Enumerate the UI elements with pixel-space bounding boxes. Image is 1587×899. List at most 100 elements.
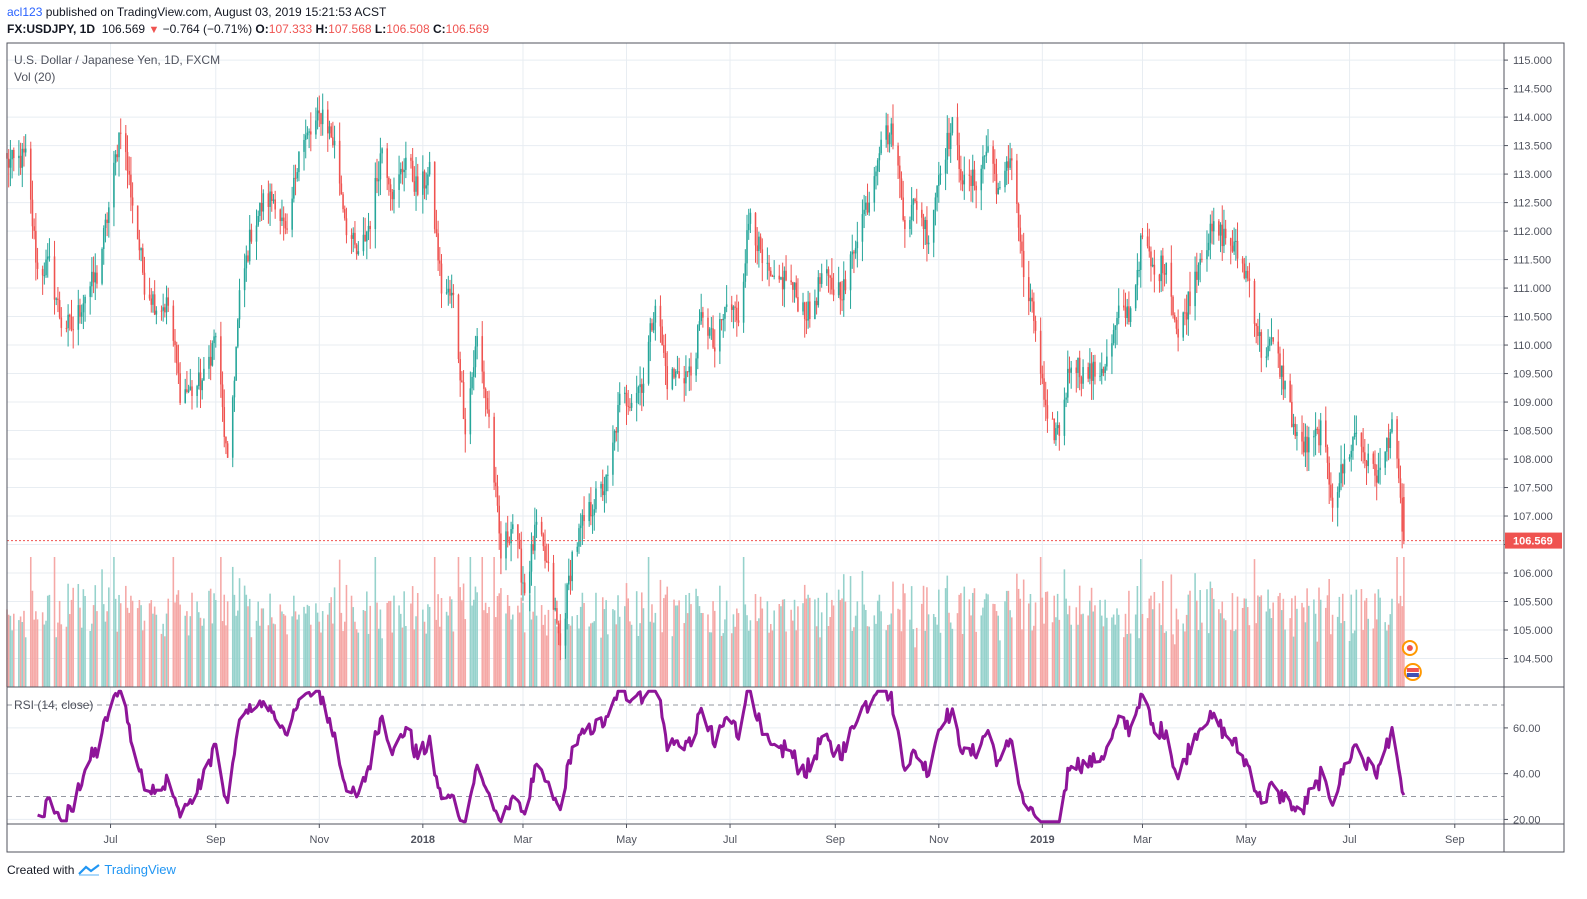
candle[interactable]	[1090, 363, 1093, 381]
candle[interactable]	[827, 269, 830, 276]
candle[interactable]	[1328, 462, 1330, 485]
candle[interactable]	[248, 229, 251, 262]
candle[interactable]	[1255, 323, 1257, 327]
candle[interactable]	[712, 328, 714, 348]
candle[interactable]	[1267, 345, 1269, 357]
candle[interactable]	[1005, 161, 1008, 171]
rsi-pane[interactable]	[7, 689, 1504, 824]
candle[interactable]	[1379, 467, 1381, 470]
candle[interactable]	[1189, 291, 1191, 307]
candle[interactable]	[876, 160, 879, 172]
candle[interactable]	[1236, 240, 1239, 259]
candle[interactable]	[1116, 317, 1118, 326]
candle[interactable]	[345, 218, 348, 236]
candle[interactable]	[532, 544, 534, 551]
candle[interactable]	[1386, 438, 1388, 452]
candle[interactable]	[1033, 301, 1035, 321]
candle[interactable]	[554, 608, 557, 610]
candle[interactable]	[635, 392, 638, 403]
candle[interactable]	[1284, 380, 1286, 390]
candle[interactable]	[1353, 432, 1356, 437]
candle[interactable]	[1126, 306, 1128, 318]
candle[interactable]	[732, 306, 735, 310]
candle[interactable]	[975, 185, 977, 191]
candle[interactable]	[201, 380, 203, 391]
candle[interactable]	[113, 162, 115, 208]
candle[interactable]	[1355, 432, 1358, 434]
candle[interactable]	[284, 221, 287, 229]
candle[interactable]	[887, 125, 889, 145]
candle[interactable]	[625, 392, 628, 406]
candle[interactable]	[505, 531, 507, 559]
candle[interactable]	[663, 345, 665, 353]
candle[interactable]	[724, 306, 726, 319]
candle[interactable]	[695, 358, 697, 376]
candle[interactable]	[825, 269, 828, 274]
candle[interactable]	[968, 174, 971, 176]
candle[interactable]	[829, 275, 831, 278]
candle[interactable]	[179, 373, 181, 403]
candle[interactable]	[802, 302, 804, 312]
candle[interactable]	[186, 389, 188, 392]
candle[interactable]	[841, 299, 843, 301]
candle[interactable]	[861, 214, 864, 242]
candle[interactable]	[690, 366, 692, 376]
candle[interactable]	[807, 301, 809, 321]
candle[interactable]	[601, 483, 604, 496]
candle[interactable]	[568, 575, 570, 585]
candle[interactable]	[374, 177, 377, 230]
candle[interactable]	[781, 277, 784, 290]
candle[interactable]	[1027, 277, 1030, 302]
candle[interactable]	[885, 125, 887, 140]
candle[interactable]	[282, 217, 285, 222]
candle[interactable]	[973, 169, 976, 186]
candle[interactable]	[523, 582, 526, 594]
candle[interactable]	[398, 174, 400, 190]
candle[interactable]	[1160, 255, 1162, 282]
candle[interactable]	[82, 303, 85, 313]
candle[interactable]	[1338, 483, 1341, 493]
candle[interactable]	[1009, 158, 1011, 168]
candle[interactable]	[136, 205, 139, 240]
candle[interactable]	[652, 322, 655, 331]
candle[interactable]	[376, 177, 378, 182]
candle[interactable]	[1289, 380, 1291, 402]
candle[interactable]	[1134, 285, 1137, 309]
candle[interactable]	[1241, 258, 1244, 264]
candle[interactable]	[1343, 459, 1346, 474]
candle[interactable]	[130, 174, 132, 198]
candle[interactable]	[1034, 320, 1037, 331]
candle[interactable]	[1063, 399, 1066, 436]
candle[interactable]	[388, 177, 390, 185]
candle[interactable]	[1148, 246, 1151, 252]
candle[interactable]	[416, 176, 419, 195]
candle[interactable]	[160, 310, 163, 312]
candle[interactable]	[257, 215, 259, 226]
candle[interactable]	[1336, 492, 1339, 508]
candle[interactable]	[153, 294, 156, 315]
candle[interactable]	[624, 392, 626, 394]
candle[interactable]	[688, 366, 691, 373]
candle[interactable]	[1211, 223, 1213, 232]
candle[interactable]	[545, 560, 548, 563]
candle[interactable]	[189, 386, 192, 391]
candle[interactable]	[1153, 264, 1156, 275]
candle[interactable]	[223, 407, 226, 437]
candle[interactable]	[1067, 368, 1069, 398]
candle[interactable]	[318, 110, 321, 114]
price-axis[interactable]: 115.000 114.500 114.000 113.500 113.000 112.5…	[1504, 55, 1562, 826]
candle[interactable]	[177, 363, 180, 374]
candle[interactable]	[627, 405, 629, 407]
candle[interactable]	[245, 255, 248, 269]
candle[interactable]	[651, 323, 653, 331]
candle[interactable]	[1194, 271, 1196, 307]
candle[interactable]	[1270, 337, 1273, 339]
candle[interactable]	[803, 302, 806, 319]
candle[interactable]	[707, 317, 709, 336]
candle[interactable]	[57, 298, 59, 301]
candle[interactable]	[948, 132, 950, 149]
candle[interactable]	[1197, 264, 1200, 280]
candle[interactable]	[1277, 341, 1280, 354]
candle[interactable]	[138, 239, 141, 251]
candle[interactable]	[486, 398, 489, 410]
